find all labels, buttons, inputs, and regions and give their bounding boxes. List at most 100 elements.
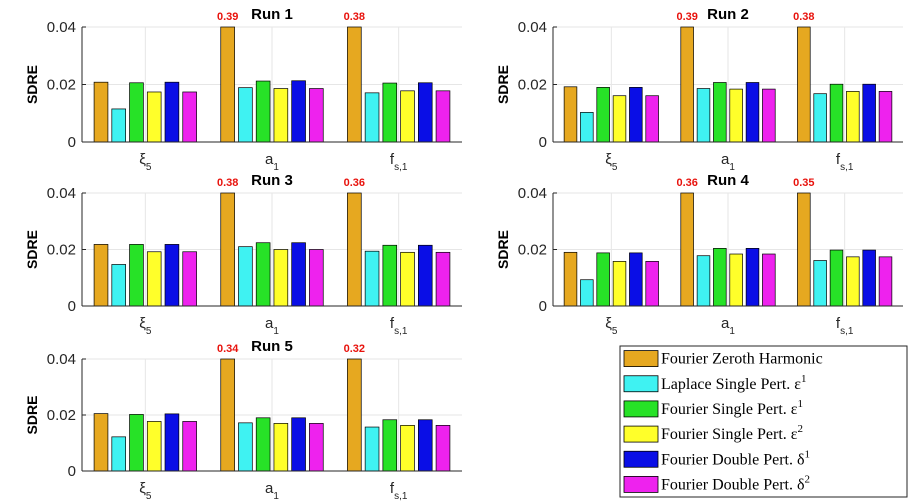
legend-swatch	[623, 375, 659, 393]
bar	[878, 256, 893, 307]
legend-label: Fourier Zeroth Harmonic	[661, 351, 823, 368]
bar	[129, 414, 144, 472]
bar	[220, 358, 235, 472]
y-tick-label: 0.02	[518, 77, 547, 94]
bar	[291, 242, 306, 307]
bar	[400, 425, 415, 472]
bar	[255, 417, 271, 472]
y-tick-label: 0	[539, 298, 547, 315]
bar	[129, 244, 144, 307]
bar	[220, 192, 235, 307]
bar	[612, 95, 627, 143]
panel-title: Run 3	[251, 172, 293, 189]
bar	[580, 112, 594, 143]
panel-title: Run 2	[707, 6, 749, 23]
x-tick-label: ξ5	[139, 480, 152, 502]
bar	[182, 251, 197, 307]
panel-title: Run 1	[251, 6, 293, 23]
bar	[309, 88, 324, 143]
x-tick-label: fs,1	[390, 151, 408, 173]
y-tick-label: 0	[68, 463, 76, 480]
y-tick-label: 0.04	[47, 19, 76, 36]
overflow-value-label: 0.32	[344, 343, 365, 355]
bar	[435, 90, 451, 143]
bar	[862, 249, 876, 307]
legend-label: Fourier Single Pert. ε1	[661, 398, 803, 418]
bar	[111, 264, 126, 307]
bar	[745, 82, 760, 143]
x-tick-label: ξ5	[605, 315, 618, 337]
bar	[291, 417, 306, 472]
y-tick-label: 0	[68, 298, 76, 315]
x-tick-label: ξ5	[605, 151, 618, 173]
bar	[364, 92, 380, 143]
bar	[382, 82, 398, 143]
bar	[729, 88, 743, 143]
bar	[696, 88, 711, 143]
legend-label: Fourier Double Pert. δ2	[661, 473, 810, 493]
panel-title: Run 4	[707, 172, 749, 189]
bar	[291, 80, 306, 143]
bar	[878, 91, 893, 143]
chart-panel-run-4: 0 0.02 0.04 SDRE ξ5 a1 fs,1 Run 4 0.36 0.35	[495, 172, 903, 337]
bar	[418, 82, 433, 143]
bar	[146, 91, 162, 143]
bar	[829, 249, 844, 307]
bar	[846, 256, 860, 307]
bar	[347, 26, 362, 143]
y-axis-title: SDRE	[495, 230, 511, 269]
panel-title: Run 5	[251, 338, 293, 355]
legend-swatch	[623, 450, 659, 468]
bar	[813, 93, 827, 143]
bar	[347, 358, 362, 472]
overflow-value-label: 0.36	[344, 177, 365, 189]
overflow-value-label: 0.39	[676, 11, 697, 23]
bar	[238, 246, 253, 307]
bar	[93, 244, 109, 307]
bar	[418, 244, 433, 307]
bar	[129, 82, 144, 143]
bar	[273, 423, 289, 472]
bar	[382, 244, 398, 307]
overflow-value-label: 0.38	[217, 177, 238, 189]
bar	[762, 88, 776, 143]
bar	[612, 261, 627, 307]
bar	[563, 86, 578, 143]
bar	[729, 253, 743, 307]
bar	[797, 26, 811, 143]
legend-label: Fourier Double Pert. δ1	[661, 448, 810, 468]
bar	[596, 252, 610, 307]
chart-panel-run-5: 0 0.02 0.04 SDRE ξ5 a1 fs,1 Run 5 0.34 0.32	[24, 338, 462, 502]
bar	[93, 81, 109, 143]
bar	[418, 419, 433, 472]
y-tick-label: 0.04	[47, 185, 76, 202]
y-tick-label: 0.02	[47, 77, 76, 94]
bar	[255, 242, 271, 307]
legend-swatch	[623, 400, 659, 418]
x-tick-label: a1	[265, 315, 279, 337]
bar	[182, 421, 197, 472]
bar	[382, 419, 398, 472]
bar	[111, 436, 126, 472]
legend-label: Fourier Single Pert. ε2	[661, 423, 803, 443]
bar	[364, 426, 380, 472]
bar	[400, 90, 415, 143]
legend-box	[619, 345, 908, 498]
chart-panel-run-3: 0 0.02 0.04 SDRE ξ5 a1 fs,1 Run 3 0.38 0.36	[24, 172, 462, 337]
bar	[629, 87, 643, 143]
y-axis-title: SDRE	[24, 396, 40, 435]
legend-label: Laplace Single Pert. ε1	[661, 373, 807, 393]
x-tick-label: fs,1	[836, 151, 854, 173]
y-axis-title: SDRE	[24, 230, 40, 269]
chart-panel-run-2: 0 0.02 0.04 SDRE ξ5 a1 fs,1 Run 2 0.39 0.38	[495, 6, 903, 173]
bar	[309, 423, 324, 472]
bar	[164, 413, 180, 472]
bar	[846, 91, 860, 143]
bar	[713, 248, 727, 307]
x-tick-label: fs,1	[390, 480, 408, 502]
x-tick-label: ξ5	[139, 315, 152, 337]
overflow-value-label: 0.38	[344, 11, 365, 23]
y-tick-label: 0.04	[518, 185, 547, 202]
bar	[273, 249, 289, 307]
y-tick-label: 0.02	[518, 242, 547, 259]
